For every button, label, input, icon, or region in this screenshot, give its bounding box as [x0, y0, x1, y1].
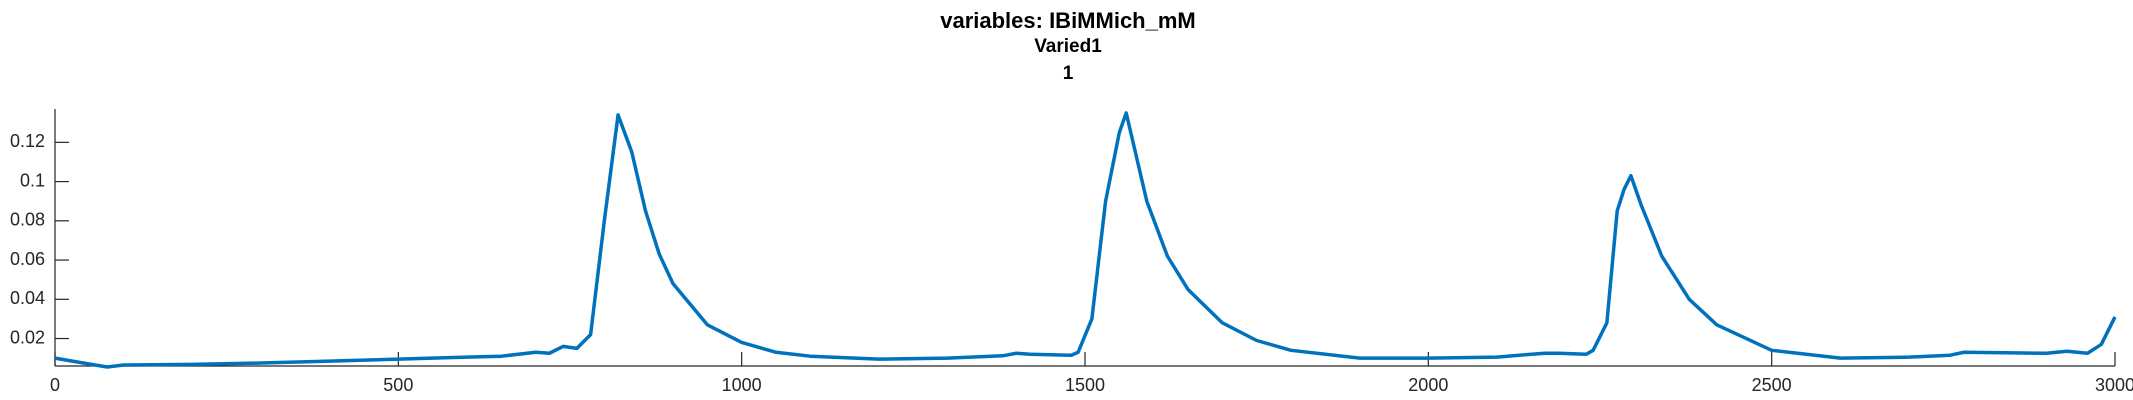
y-tick-label: 0.06: [10, 249, 45, 269]
y-tick-label: 0.1: [20, 170, 45, 190]
chart-subtitle: Varied1: [1034, 36, 1102, 57]
chart-subtitle: 1: [1063, 63, 1074, 84]
y-tick-label: 0.02: [10, 327, 45, 347]
chart-title: variables: IBiMMich_mM: [940, 8, 1196, 33]
x-tick-label: 2000: [1408, 375, 1448, 395]
x-tick-label: 1000: [722, 375, 762, 395]
x-tick-label: 0: [50, 375, 60, 395]
x-tick-label: 2500: [1752, 375, 1792, 395]
y-tick-label: 0.08: [10, 210, 45, 230]
x-tick-label: 3000: [2095, 375, 2133, 395]
x-tick-label: 500: [383, 375, 413, 395]
y-tick-label: 0.04: [10, 288, 45, 308]
y-tick-label: 0.12: [10, 131, 45, 151]
x-tick-label: 1500: [1065, 375, 1105, 395]
line: [54, 111, 2117, 369]
